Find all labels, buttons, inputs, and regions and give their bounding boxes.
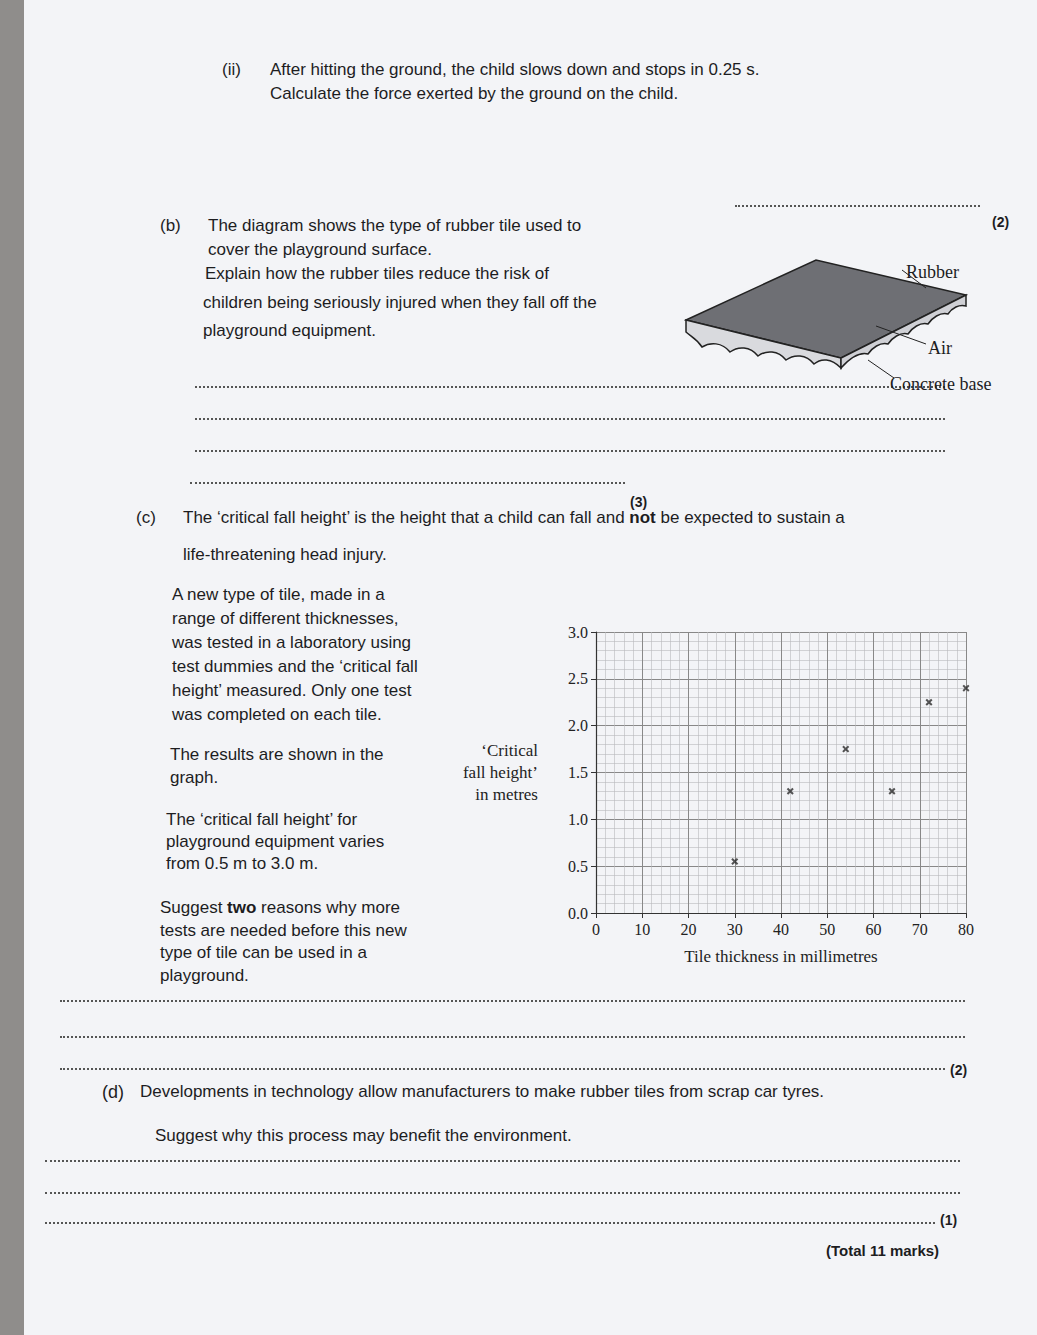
html-text:playground equipment varies: playground equipment varies xyxy=(166,832,385,851)
svg-text:50: 50 xyxy=(819,921,835,938)
html-text:A new type of tile, made in a: A new type of tile, made in a xyxy=(172,585,385,604)
svg-text:20: 20 xyxy=(681,921,697,938)
html-text:Explain how the rubber tiles r: Explain how the rubber tiles reduce the … xyxy=(205,264,549,283)
svg-text:fall height’: fall height’ xyxy=(463,763,538,782)
svg-text:2.5: 2.5 xyxy=(568,670,588,687)
html-text:(1): (1) xyxy=(940,1212,958,1228)
html-text:Suggest two reasons why more: Suggest two reasons why more xyxy=(160,898,400,917)
html-text:(ii): (ii) xyxy=(222,60,241,79)
svg-text:1.5: 1.5 xyxy=(568,764,588,781)
svg-text:‘Critical: ‘Critical xyxy=(481,741,538,760)
html-text:life-threatening head injury.: life-threatening head injury. xyxy=(183,545,387,564)
html-text:After hitting the ground, the: After hitting the ground, the child slow… xyxy=(270,60,760,79)
html-text:type of tile can be used in a: type of tile can be used in a xyxy=(160,943,367,962)
html-text:(2): (2) xyxy=(950,1062,968,1078)
html-text:Calculate the force exerted by: Calculate the force exerted by the groun… xyxy=(270,84,679,103)
html-text:children being seriously injur: children being seriously injured when th… xyxy=(203,293,597,312)
html-text:(Total 11 marks): (Total 11 marks) xyxy=(826,1242,940,1259)
html-text:graph.: graph. xyxy=(170,768,219,787)
svg-text:3.0: 3.0 xyxy=(568,624,588,641)
svg-text:in metres: in metres xyxy=(475,785,538,804)
html-text:Rubber: Rubber xyxy=(906,262,959,282)
html-text:range of different thicknesses: range of different thicknesses, xyxy=(172,609,399,628)
html-text:The ‘critical fall height’ for: The ‘critical fall height’ for xyxy=(166,810,358,829)
svg-text:0: 0 xyxy=(592,921,600,938)
html-text:Concrete base: Concrete base xyxy=(890,374,992,394)
svg-text:1.0: 1.0 xyxy=(568,811,588,828)
html-text:from 0.5 m to 3.0 m.: from 0.5 m to 3.0 m. xyxy=(166,854,319,873)
html-text:was tested in a laboratory usi: was tested in a laboratory using xyxy=(172,633,412,652)
svg-text:60: 60 xyxy=(866,921,882,938)
html-text:(b): (b) xyxy=(160,216,181,235)
html-text:tests are needed before this n: tests are needed before this new xyxy=(160,920,407,940)
html-text:Suggest why this process may b: Suggest why this process may benefit the… xyxy=(155,1126,572,1145)
svg-text:2.0: 2.0 xyxy=(568,717,588,734)
html-text:height’ measured. Only one tes: height’ measured. Only one test xyxy=(172,681,412,700)
svg-text:0.5: 0.5 xyxy=(568,858,588,875)
html-text:The diagram shows the type of: The diagram shows the type of rubber til… xyxy=(208,216,582,235)
html-text:test dummies and the ‘critical: test dummies and the ‘critical fall xyxy=(172,657,418,676)
svg-text:40: 40 xyxy=(773,921,789,938)
html-text:playground.: playground. xyxy=(160,965,249,985)
html-text:playground equipment.: playground equipment. xyxy=(203,321,376,340)
html-text:cover the playground surface.: cover the playground surface. xyxy=(208,240,432,259)
svg-text:10: 10 xyxy=(634,921,650,938)
svg-text:80: 80 xyxy=(958,921,974,938)
svg-text:0.0: 0.0 xyxy=(568,905,588,922)
html-text:Developments in technology all: Developments in technology allow manufac… xyxy=(140,1082,825,1101)
html-text:(3): (3) xyxy=(630,494,648,510)
html-text:The results are shown in the: The results are shown in the xyxy=(170,745,384,764)
html-text:(c): (c) xyxy=(136,508,156,527)
svg-text:70: 70 xyxy=(912,921,928,938)
svg-text:Tile thickness in millimetres: Tile thickness in millimetres xyxy=(684,947,877,966)
svg-text:30: 30 xyxy=(727,921,743,938)
html-text:The ‘critical fall height’ is: The ‘critical fall height’ is the height… xyxy=(183,508,845,527)
html-text:Air: Air xyxy=(928,338,952,358)
html-text:(d): (d) xyxy=(102,1082,124,1102)
html-text:(2): (2) xyxy=(992,214,1010,230)
html-text:was completed on each tile.: was completed on each tile. xyxy=(172,705,382,724)
